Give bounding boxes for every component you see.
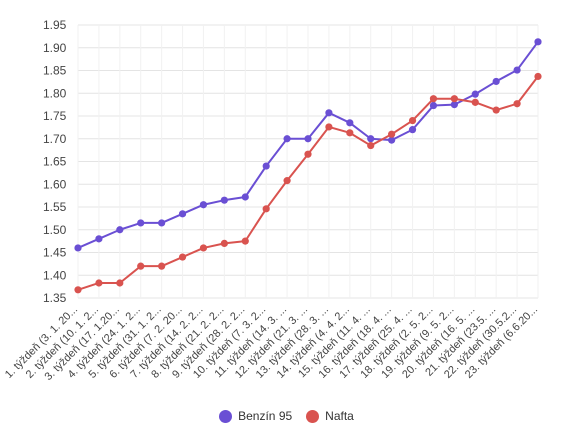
data-point[interactable]: [158, 219, 166, 227]
data-point[interactable]: [513, 66, 521, 74]
y-tick-label: 1.35: [43, 291, 67, 305]
data-point[interactable]: [492, 106, 500, 114]
data-point[interactable]: [220, 196, 228, 204]
y-tick-label: 1.80: [43, 86, 67, 100]
data-point[interactable]: [367, 141, 375, 150]
data-point[interactable]: [388, 130, 396, 138]
legend-item-benzin[interactable]: Benzín 95: [219, 409, 292, 423]
data-point[interactable]: [178, 253, 187, 261]
data-point[interactable]: [304, 135, 312, 143]
legend-label-nafta: Nafta: [325, 409, 354, 423]
data-point[interactable]: [304, 150, 312, 158]
y-tick-label: 1.40: [43, 268, 67, 282]
data-point[interactable]: [116, 226, 124, 234]
data-point[interactable]: [408, 126, 417, 134]
y-tick-label: 1.95: [43, 18, 67, 32]
data-point[interactable]: [199, 201, 208, 209]
x-axis: 1. týždeň (3. 1. 20...2. týždeň (10. 1. …: [3, 304, 540, 383]
series-layer: [74, 38, 542, 294]
data-point[interactable]: [220, 239, 228, 247]
data-point[interactable]: [367, 135, 375, 143]
data-point[interactable]: [137, 219, 145, 227]
data-point[interactable]: [408, 116, 417, 125]
legend-label-benzin: Benzín 95: [238, 409, 293, 423]
data-point[interactable]: [325, 123, 333, 131]
data-point[interactable]: [513, 100, 521, 108]
data-point[interactable]: [74, 244, 82, 252]
data-point[interactable]: [262, 162, 270, 170]
data-point[interactable]: [346, 119, 354, 127]
data-point[interactable]: [492, 77, 500, 86]
legend-item-nafta[interactable]: Nafta: [306, 409, 354, 423]
legend-swatch-nafta: [306, 409, 320, 423]
data-point[interactable]: [450, 95, 458, 103]
data-point[interactable]: [158, 262, 166, 270]
legend-swatch-benzin: [219, 409, 233, 423]
legend: Benzín 95 Nafta: [0, 409, 573, 423]
data-point[interactable]: [534, 72, 542, 81]
data-point[interactable]: [199, 244, 208, 252]
y-axis: 1.35 1.40 1.45 1.50 1.55 1.60 1.65 1.70 1.75 1.80…: [43, 18, 67, 305]
data-point[interactable]: [429, 101, 438, 110]
data-point[interactable]: [74, 286, 82, 294]
data-point[interactable]: [241, 193, 249, 201]
data-point[interactable]: [262, 205, 270, 213]
y-tick-label: 1.45: [43, 246, 67, 260]
data-point[interactable]: [471, 98, 479, 106]
data-point[interactable]: [137, 262, 145, 270]
data-point[interactable]: [283, 177, 291, 185]
y-tick-label: 1.75: [43, 109, 67, 123]
data-point[interactable]: [429, 95, 438, 103]
data-point[interactable]: [95, 235, 103, 243]
data-point[interactable]: [283, 135, 291, 143]
data-point[interactable]: [450, 101, 458, 109]
y-tick-label: 1.90: [43, 41, 67, 55]
data-point[interactable]: [178, 210, 187, 218]
gridlines: [77, 24, 539, 299]
data-point[interactable]: [95, 279, 103, 287]
data-point[interactable]: [346, 129, 354, 137]
y-tick-label: 1.60: [43, 177, 67, 191]
data-point[interactable]: [388, 136, 396, 144]
y-tick-label: 1.50: [43, 223, 67, 237]
data-point[interactable]: [241, 237, 249, 245]
y-tick-label: 1.65: [43, 155, 67, 169]
y-tick-label: 1.70: [43, 132, 67, 146]
data-point[interactable]: [116, 279, 124, 287]
data-point[interactable]: [471, 90, 479, 98]
y-tick-label: 1.55: [43, 200, 67, 214]
y-tick-label: 1.85: [43, 64, 67, 78]
data-point[interactable]: [325, 109, 333, 117]
data-point[interactable]: [534, 38, 542, 46]
